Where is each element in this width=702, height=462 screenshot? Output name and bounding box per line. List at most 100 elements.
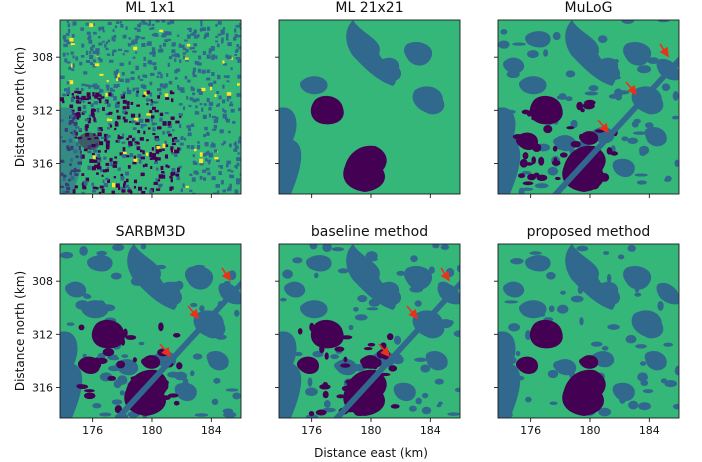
speckle-pixel	[222, 27, 226, 30]
speckle-pixel	[189, 189, 193, 192]
class-region-blue	[639, 145, 650, 155]
speckle-pixel	[160, 73, 163, 79]
speckle-pixel	[91, 153, 95, 156]
class-region-blue	[624, 386, 631, 393]
speckle-pixel	[197, 88, 202, 93]
speckle-pixel	[65, 33, 70, 36]
class-region-blue	[96, 300, 105, 306]
speckle-pixel	[192, 98, 197, 103]
class-region-blue	[598, 407, 612, 417]
speckle-pixel	[158, 148, 162, 153]
speckle-pixel	[79, 61, 83, 66]
speckle-pixel	[152, 127, 156, 132]
classification-map	[60, 244, 241, 418]
speckle-pixel	[115, 102, 118, 105]
speckle-pixel	[67, 81, 70, 84]
speckle-pixel	[154, 161, 158, 165]
speckle-pixel	[108, 92, 112, 97]
speckle-pixel	[149, 153, 152, 158]
speckle-pixel	[174, 53, 179, 58]
class-region-blue	[409, 286, 424, 293]
speckle-pixel	[89, 85, 94, 88]
speckle-pixel	[171, 42, 176, 46]
speckle-pixel	[104, 43, 107, 48]
class-region-blue	[365, 251, 378, 261]
speckle-pixel	[81, 83, 86, 87]
speckle-pixel	[91, 44, 95, 48]
speckle-pixel	[234, 28, 237, 33]
speckle-pixel	[166, 38, 172, 41]
class-region-blue	[664, 178, 671, 182]
class-region-blue	[533, 83, 541, 89]
speckle-pixel	[199, 103, 203, 106]
speckle-pixel	[187, 79, 191, 83]
speckle-pixel	[162, 42, 167, 47]
speckle-pixel	[117, 83, 120, 88]
class-region-blue	[546, 272, 556, 280]
speckle-pixel	[113, 161, 118, 165]
speckle-pixel	[151, 155, 156, 160]
speckle-pixel	[222, 189, 226, 193]
speckle-pixel	[235, 164, 238, 169]
speckle-pixel	[98, 42, 103, 46]
speckle-pixel	[147, 23, 152, 26]
heatmap-panel: baseline method 176 180 184	[275, 224, 461, 437]
speckle-pixel	[82, 110, 87, 114]
x-tick-label: 180	[141, 424, 162, 437]
speckle-pixel	[137, 75, 141, 80]
artifact-arrow	[597, 119, 610, 134]
class-region-blue	[647, 57, 660, 64]
speckle-pixel	[187, 34, 191, 38]
speckle-pixel	[162, 148, 165, 151]
speckle-pixel	[78, 128, 82, 132]
speckle-pixel	[222, 99, 226, 104]
classification-map	[279, 244, 460, 418]
speckle-pixel	[222, 108, 225, 112]
speckle-pixel	[107, 21, 112, 25]
class-region-blue	[672, 91, 679, 101]
speckle-pixel	[192, 92, 195, 96]
speckle-pixel	[87, 101, 91, 104]
speckle-pixel	[114, 122, 119, 127]
speckle-pixel	[152, 53, 156, 57]
speckle-pixel	[178, 103, 183, 106]
speckle-pixel	[90, 62, 93, 66]
class-region-blue	[366, 307, 379, 311]
speckle-pixel	[193, 43, 198, 47]
class-region-blue	[140, 244, 147, 250]
speckle-pixel	[103, 183, 108, 188]
speckle-pixel	[119, 21, 122, 24]
speckle-pixel	[171, 98, 174, 103]
class-region-blue	[628, 400, 639, 410]
speckle-pixel	[182, 52, 187, 55]
class-region-blue	[79, 246, 88, 256]
speckle-pixel	[201, 107, 204, 112]
speckle-pixel	[149, 189, 153, 194]
class-region-dark	[310, 319, 344, 349]
speckle-pixel	[81, 173, 85, 176]
class-region-blue	[377, 57, 402, 82]
speckle-pixel	[221, 39, 224, 44]
speckle-pixel	[87, 96, 91, 100]
speckle-pixel	[193, 29, 197, 34]
speckle-pixel	[74, 21, 77, 26]
speckle-pixel	[137, 24, 142, 28]
axes-frame	[59, 19, 242, 195]
y-tick-label: 312	[32, 104, 53, 117]
class-region-blue	[570, 295, 584, 303]
speckle-pixel	[74, 185, 78, 189]
class-region-blue	[625, 334, 637, 344]
class-region-dark	[78, 324, 85, 331]
speckle-pixel	[90, 112, 95, 117]
speckle-pixel	[141, 191, 146, 194]
speckle-pixel	[142, 150, 145, 155]
speckle-pixel	[97, 132, 102, 137]
class-region-blue	[428, 266, 435, 274]
speckle-pixel	[180, 90, 185, 93]
speckle-pixel	[132, 127, 136, 130]
speckle-pixel	[192, 32, 196, 36]
class-region-blue	[503, 371, 512, 378]
speckle-pixel	[82, 186, 87, 190]
speckle-pixel	[194, 35, 199, 39]
class-region-dark	[324, 352, 329, 360]
